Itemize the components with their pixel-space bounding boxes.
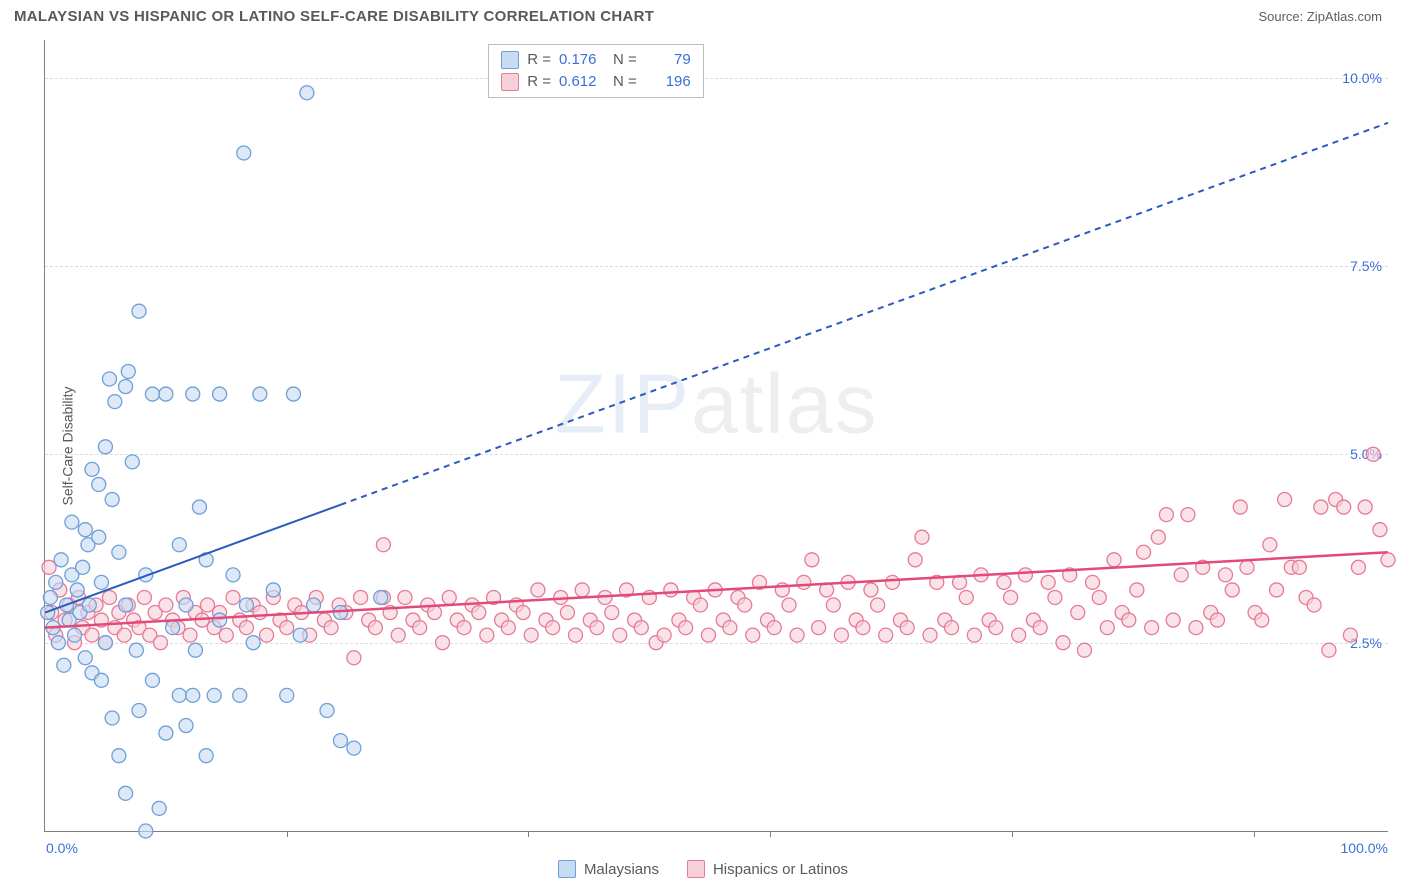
legend-item-hispanics: Hispanics or Latinos bbox=[687, 860, 848, 878]
swatch-hispanics-icon bbox=[687, 860, 705, 878]
scatter-plot bbox=[45, 40, 1388, 831]
r-value-malaysians: 0.176 bbox=[559, 49, 605, 71]
legend-item-malaysians: Malaysians bbox=[558, 860, 659, 878]
swatch-malaysians-icon bbox=[558, 860, 576, 878]
swatch-hispanics bbox=[501, 73, 519, 91]
x-axis-min-label: 0.0% bbox=[46, 840, 78, 856]
stats-row-malaysians: R = 0.176 N = 79 bbox=[501, 49, 691, 71]
chart-area: ZIPatlas 2.5%5.0%7.5%10.0% R = 0.176 N =… bbox=[44, 40, 1388, 832]
stats-row-hispanics: R = 0.612 N = 196 bbox=[501, 71, 691, 93]
x-axis-max-label: 100.0% bbox=[1341, 840, 1388, 856]
stats-legend: R = 0.176 N = 79 R = 0.612 N = 196 bbox=[488, 44, 704, 98]
n-value-hispanics: 196 bbox=[645, 71, 691, 93]
series-legend: Malaysians Hispanics or Latinos bbox=[0, 860, 1406, 878]
source-attribution: Source: ZipAtlas.com bbox=[1258, 9, 1382, 24]
n-value-malaysians: 79 bbox=[645, 49, 691, 71]
r-value-hispanics: 0.612 bbox=[559, 71, 605, 93]
swatch-malaysians bbox=[501, 51, 519, 69]
page-title: MALAYSIAN VS HISPANIC OR LATINO SELF-CAR… bbox=[14, 8, 654, 25]
